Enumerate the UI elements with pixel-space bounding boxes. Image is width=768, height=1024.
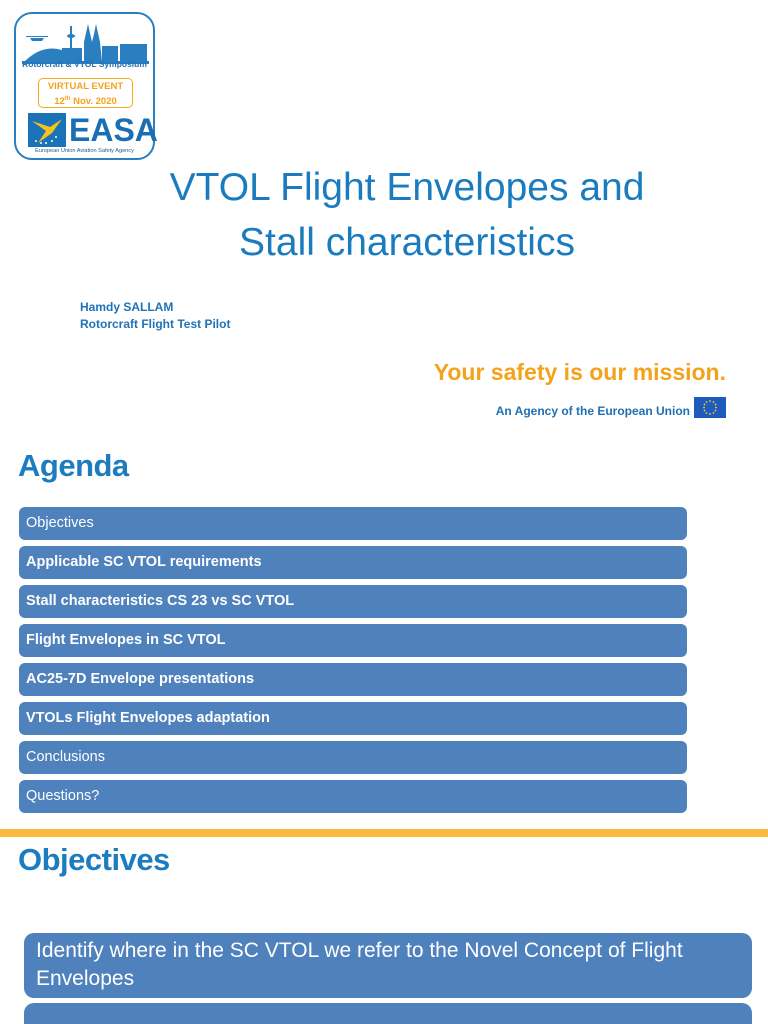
slide-divider-bar [0, 829, 768, 837]
cologne-skyline-icon [22, 24, 149, 64]
agency-tagline: An Agency of the European Union [495, 404, 690, 418]
agenda-item: Questions? [19, 780, 687, 813]
date-suffix: th [64, 96, 71, 102]
agenda-item: VTOLs Flight Envelopes adaptation [19, 702, 687, 735]
easa-logo-text: EASA [69, 112, 158, 148]
objectives-heading: Objectives [18, 842, 170, 877]
symposium-badge-logo: Rotorcraft & VTOL Symposium VIRTUAL EVEN… [14, 12, 158, 160]
presenter-name: Hamdy SALLAM [80, 300, 174, 314]
title-line-2: Stall characteristics [239, 221, 575, 264]
easa-logo-subtitle: European Union Aviation Safety Agency [35, 148, 134, 154]
eu-flag-icon [694, 397, 726, 418]
objective-item: Identify where in the SC VTOL we refer t… [24, 933, 752, 998]
virtual-event-box: VIRTUAL EVENT 12th Nov. 2020 [38, 78, 133, 108]
easa-logo: EASA [28, 112, 158, 148]
title-line-1: VTOL Flight Envelopes and [169, 166, 645, 209]
date-day: 12 [54, 96, 65, 108]
presentation-title: VTOL Flight Envelopes and Stall characte… [100, 160, 714, 270]
agenda-item: Stall characteristics CS 23 vs SC VTOL [19, 585, 687, 618]
easa-bird-icon [28, 113, 66, 147]
agenda-item: Objectives [19, 507, 687, 540]
mission-tagline: Your safety is our mission. [433, 359, 726, 385]
agenda-item: Applicable SC VTOL requirements [19, 546, 687, 579]
date-rest: Nov. 2020 [70, 96, 117, 108]
presenter-role: Rotorcraft Flight Test Pilot [80, 317, 231, 331]
symposium-name: Rotorcraft & VTOL Symposium [22, 59, 147, 69]
title-slide: Rotorcraft & VTOL Symposium VIRTUAL EVEN… [0, 0, 768, 432]
agenda-item: AC25-7D Envelope presentations [19, 663, 687, 696]
virtual-event-label: VIRTUAL EVENT [47, 81, 124, 92]
agenda-slide: Agenda Objectives Applicable SC VTOL req… [0, 432, 768, 832]
agenda-item: Conclusions [19, 741, 687, 774]
agenda-heading: Agenda [18, 448, 129, 483]
objectives-slide: Objectives Identify where in the SC VTOL… [0, 838, 768, 1024]
agenda-item: Flight Envelopes in SC VTOL [19, 624, 687, 657]
event-date: 12th Nov. 2020 [39, 93, 132, 108]
agenda-list: Objectives Applicable SC VTOL requiremen… [19, 507, 687, 819]
objective-item [24, 1003, 752, 1024]
presenter-block: Hamdy SALLAM Rotorcraft Flight Test Pilo… [80, 299, 230, 333]
